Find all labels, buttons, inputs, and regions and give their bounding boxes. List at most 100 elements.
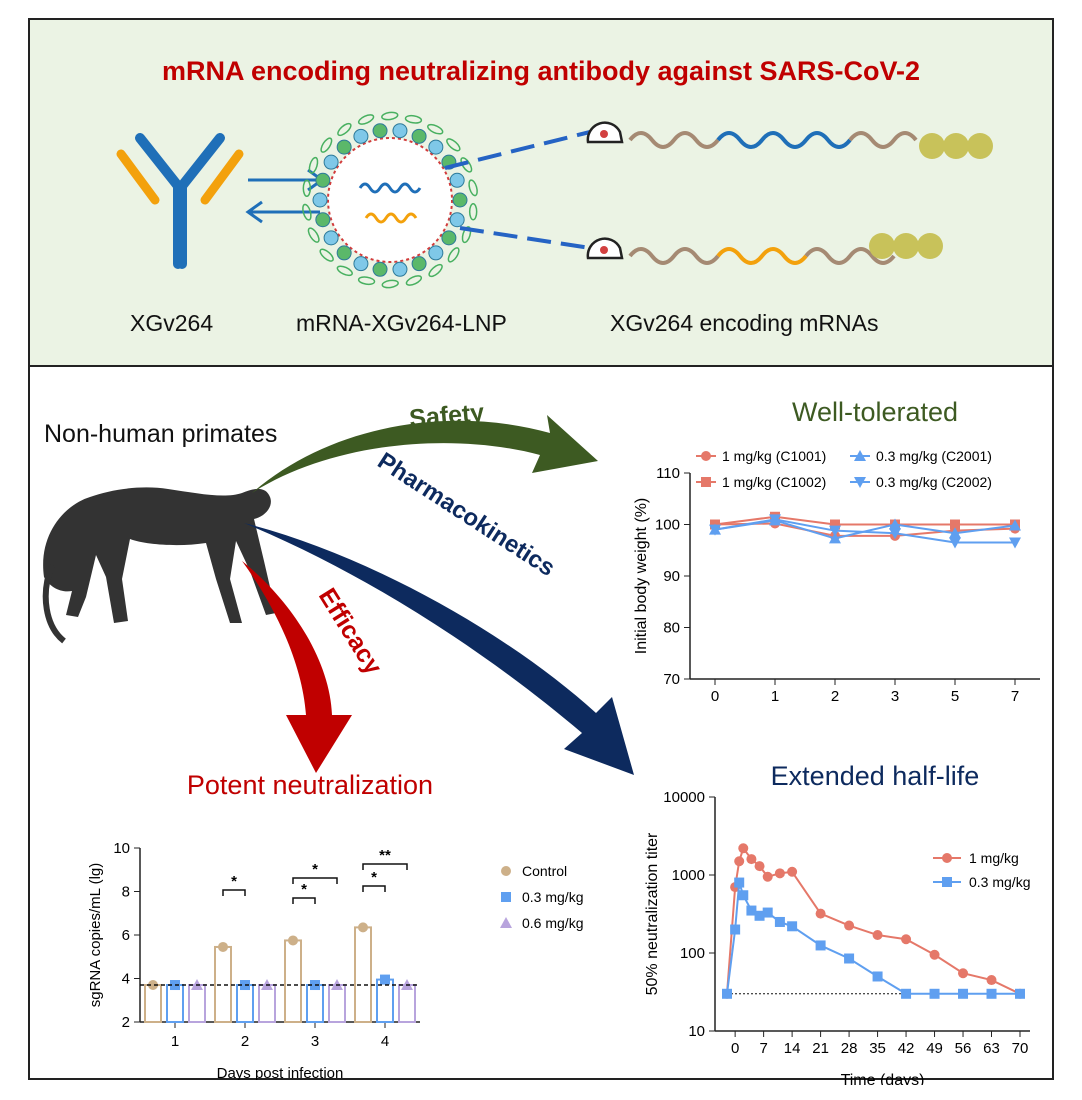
- data-point: [929, 988, 940, 999]
- lipid-bead: [336, 139, 352, 155]
- y-tick-label: 10000: [663, 789, 705, 806]
- y-tick-label: 70: [663, 671, 680, 688]
- label-antibody: XGv264: [130, 310, 214, 336]
- series-line: [714, 515, 1015, 526]
- peg-lipid: [302, 203, 312, 221]
- x-tick-label: 3: [311, 1033, 319, 1050]
- peg-lipid: [404, 114, 423, 124]
- y-tick-label: 90: [663, 568, 680, 585]
- lipid-bead: [372, 261, 388, 277]
- legend-label: 0.3 mg/kg (C2001): [876, 448, 992, 464]
- y-tick-label: 10: [688, 1023, 705, 1040]
- data-point: [844, 953, 855, 964]
- data-point: [986, 988, 997, 999]
- x-tick-label: 0: [711, 688, 719, 705]
- peg-lipid: [447, 247, 460, 263]
- lipid-bead: [411, 256, 427, 272]
- data-point: [872, 971, 883, 982]
- data-point: [829, 532, 841, 544]
- peg-lipid: [381, 279, 399, 289]
- legend-marker: [701, 477, 711, 487]
- lipid-bead: [392, 261, 408, 277]
- chart-title: Potent neutralization: [187, 770, 433, 800]
- x-tick-label: 7: [1011, 688, 1019, 705]
- lipid-bead: [449, 212, 465, 228]
- chart-title: Extended half-life: [771, 761, 980, 791]
- label-lnp: mRNA-XGv264-LNP: [296, 310, 507, 336]
- data-point: [844, 920, 855, 931]
- x-tick-label: 1: [771, 688, 779, 705]
- data-point: [829, 525, 841, 537]
- sig-bracket: [292, 877, 338, 884]
- data-point: [722, 988, 732, 999]
- data-point: [872, 930, 883, 941]
- lipid-bead: [452, 192, 468, 208]
- peg-lipid: [461, 226, 472, 244]
- bar: [376, 978, 394, 1023]
- data-point: [958, 988, 969, 999]
- peg-lipid: [320, 137, 333, 153]
- x-axis-label: Days post infection: [217, 1065, 344, 1080]
- sig-label: **: [379, 847, 391, 864]
- lnp-membrane: [327, 137, 453, 263]
- legend-label: 0.3 mg/kg: [522, 889, 583, 905]
- data-point: [754, 861, 765, 872]
- x-axis-label: Time (days): [841, 1072, 925, 1085]
- middle-illustration: [42, 487, 276, 644]
- sig-bracket: [362, 885, 386, 892]
- bar: [144, 984, 162, 1023]
- data-point: [815, 908, 826, 919]
- sig-label: *: [371, 869, 377, 886]
- bar: [284, 939, 302, 1023]
- peg-lipid: [357, 276, 376, 286]
- dashed-connector-icon: [444, 130, 591, 250]
- peg-lipid: [468, 179, 478, 197]
- legend-marker: [854, 450, 866, 461]
- data-point: [769, 514, 781, 526]
- data-point: [950, 519, 960, 530]
- legend-marker: [501, 866, 511, 876]
- legend-marker: [500, 917, 512, 928]
- peg-lipid: [308, 156, 319, 174]
- bar: [188, 984, 206, 1023]
- sig-bracket: [362, 863, 408, 870]
- chart-half-life: Extended half-life 10 100 1000 10000 0 7 14 21 28…: [644, 761, 1030, 1085]
- y-tick-label: 1000: [672, 867, 705, 884]
- x-tick-label: 56: [955, 1040, 972, 1057]
- inner-mrna-orange: [364, 212, 418, 224]
- inner-mrna-blue: [358, 182, 422, 194]
- legend-marker: [701, 451, 711, 461]
- peg-lipid: [427, 123, 444, 135]
- peg-lipid: [357, 114, 375, 125]
- x-tick-label: 1: [171, 1033, 179, 1050]
- lipid-bead: [428, 139, 444, 155]
- data-point: [787, 921, 798, 932]
- legend-label: 1 mg/kg: [969, 850, 1019, 866]
- lipid-bead: [449, 172, 465, 188]
- legend-marker: [942, 877, 952, 887]
- data-point: [949, 527, 961, 539]
- lipid-bead: [411, 128, 427, 144]
- data-point: [730, 924, 741, 935]
- lnp-particle-icon: [302, 111, 478, 289]
- data-point: [774, 916, 785, 927]
- peg-lipid: [307, 227, 320, 243]
- x-tick-label: 42: [898, 1040, 915, 1057]
- peg-lipid: [337, 122, 352, 137]
- lipid-bead: [323, 230, 339, 246]
- x-tick-label: 7: [759, 1040, 767, 1057]
- x-tick-label: 28: [841, 1040, 858, 1057]
- series-line: [714, 518, 1015, 544]
- peg-lipid: [381, 111, 399, 121]
- data-point: [787, 866, 798, 877]
- bar-point: [288, 935, 298, 946]
- lipid-bead: [392, 123, 408, 139]
- legend-label: 0.3 mg/kg (C2002): [876, 474, 992, 490]
- data-point: [929, 949, 940, 960]
- bar: [398, 984, 416, 1023]
- data-point: [709, 524, 721, 536]
- x-tick-label: 21: [812, 1040, 829, 1057]
- peg-lipid: [460, 157, 473, 173]
- bar: [236, 984, 254, 1023]
- legend-marker: [501, 892, 511, 902]
